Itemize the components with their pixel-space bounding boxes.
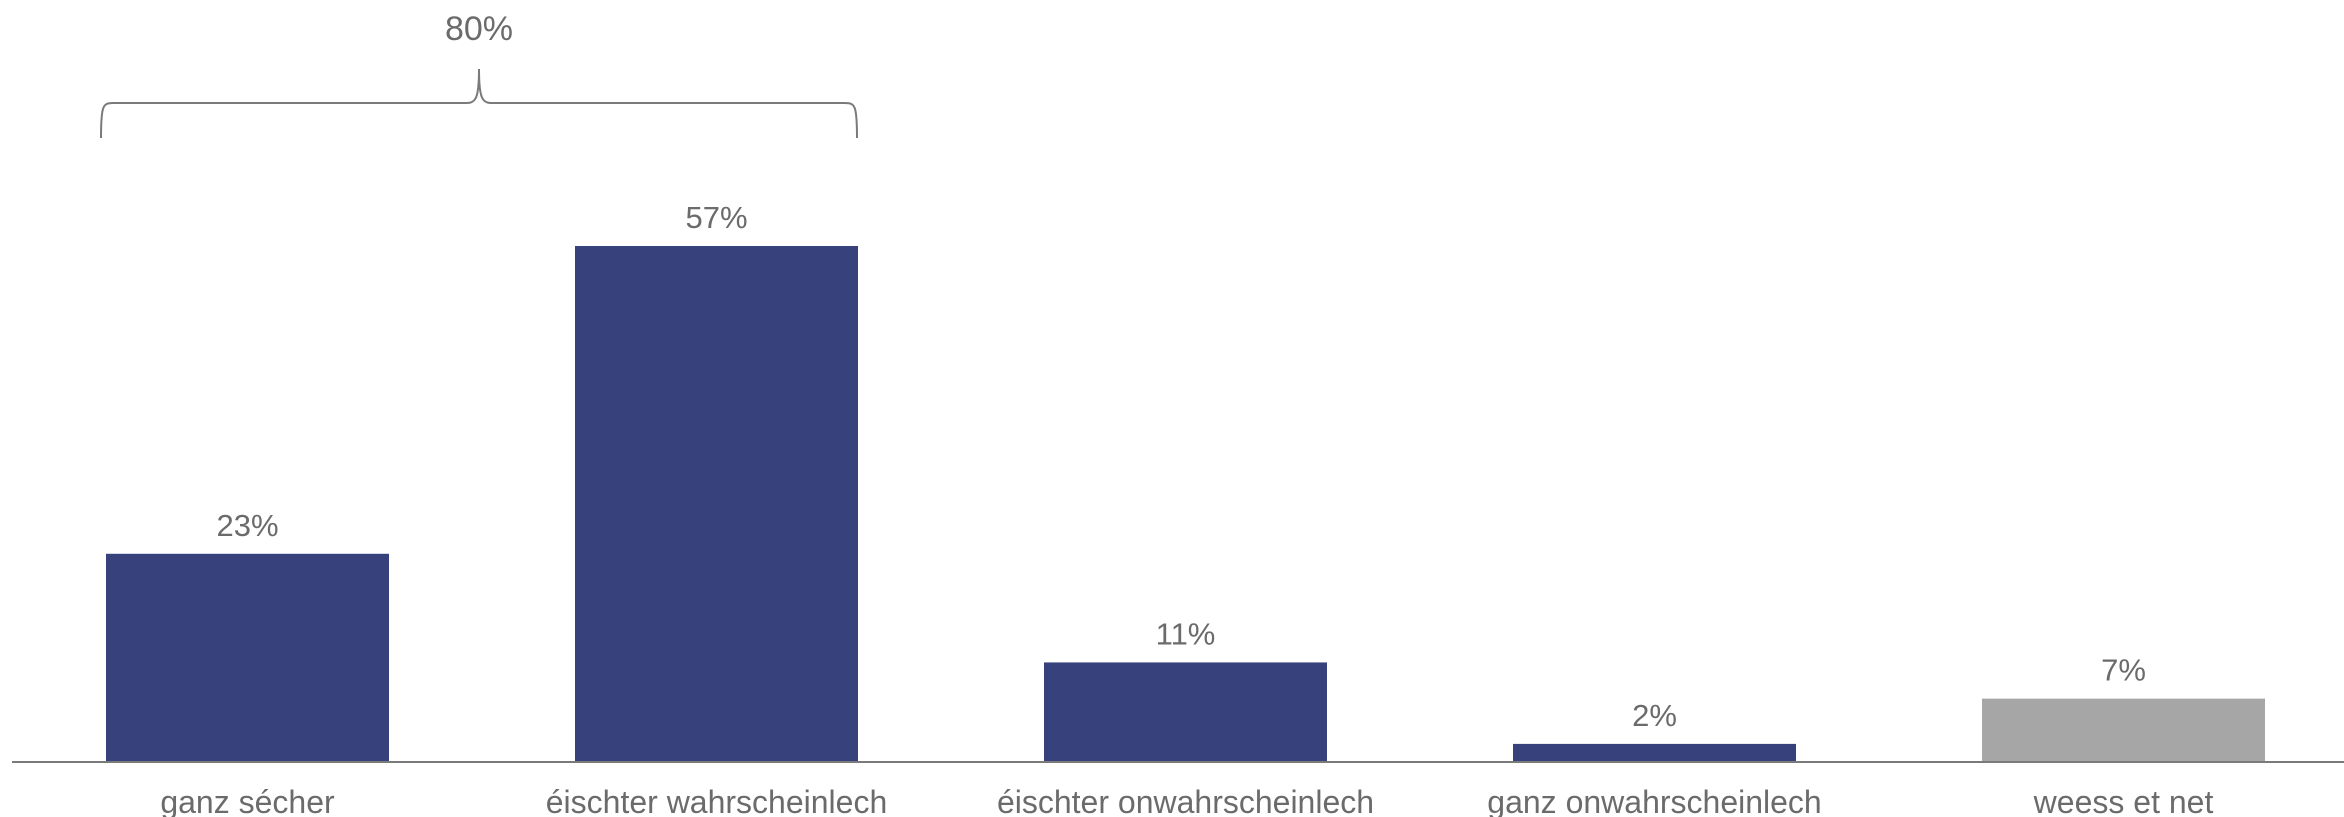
bracket-annotation: 80% (100, 10, 858, 139)
category-label-4: weess et net (2033, 784, 2214, 817)
bar-0 (106, 553, 389, 762)
bars (106, 246, 2265, 762)
bracket-total-label: 80% (445, 10, 513, 48)
curly-bracket (100, 68, 858, 139)
category-label-0: ganz sécher (160, 784, 335, 817)
value-label-0: 23% (216, 508, 278, 543)
value-label-3: 2% (1632, 698, 1677, 733)
category-label-3: ganz onwahrscheinlech (1487, 784, 1821, 817)
bar-2 (1044, 662, 1327, 762)
category-label-1: éischter wahrscheinlech (546, 784, 888, 817)
bar-1 (575, 246, 858, 762)
value-labels: 23% 57% 11% 2% 7% (216, 200, 2145, 733)
category-label-2: éischter onwahrscheinlech (997, 784, 1374, 817)
value-label-1: 57% (685, 200, 747, 235)
value-label-2: 11% (1156, 616, 1216, 651)
bar-4 (1982, 698, 2265, 762)
value-label-4: 7% (2101, 653, 2146, 688)
bar-3 (1513, 743, 1796, 762)
category-labels: ganz sécher éischter wahrscheinlech éischt… (160, 784, 2213, 817)
